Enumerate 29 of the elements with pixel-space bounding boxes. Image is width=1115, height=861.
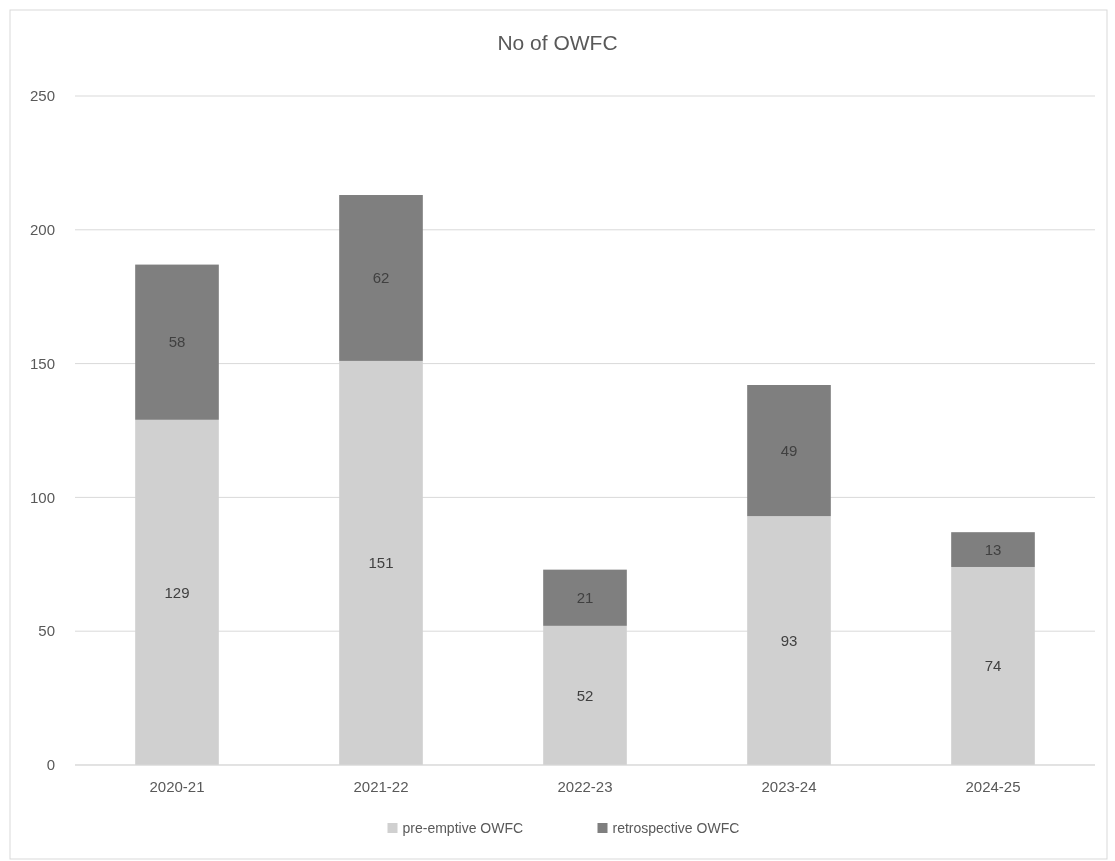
bar: [951, 532, 1035, 567]
y-tick-label: 100: [29, 488, 55, 506]
bar: [135, 264, 219, 420]
x-tick-label: 2022-23: [557, 778, 613, 795]
data-label: 93: [780, 631, 798, 649]
data-label: 129: [164, 583, 190, 601]
x-tick-label: 2020-21: [149, 778, 205, 795]
bar: [747, 385, 831, 517]
data-label: 52: [576, 686, 594, 704]
y-tick-label: 150: [29, 354, 55, 372]
bar: [543, 569, 627, 626]
legend-label: pre-emptive OWFC: [402, 819, 524, 836]
x-tick-label: 2021-22: [353, 778, 409, 795]
y-tick-label: 200: [29, 221, 55, 239]
x-tick-label: 2024-25: [965, 778, 1021, 795]
bar: [339, 195, 423, 361]
legend-label: retrospective OWFC: [612, 819, 740, 836]
y-tick-label: 0: [46, 756, 55, 774]
data-label: 49: [780, 441, 798, 459]
data-label: 58: [168, 333, 186, 351]
chart-title: No of OWFC: [497, 31, 618, 54]
data-label: 21: [576, 589, 594, 606]
x-tick-label: 2023-24: [761, 778, 817, 795]
y-tick-label: 50: [38, 622, 55, 640]
y-tick-label: 250: [29, 87, 55, 105]
data-label: 74: [984, 657, 1002, 675]
data-label: 13: [984, 540, 1002, 558]
data-label: 62: [372, 269, 390, 287]
data-label: 151: [368, 554, 394, 572]
